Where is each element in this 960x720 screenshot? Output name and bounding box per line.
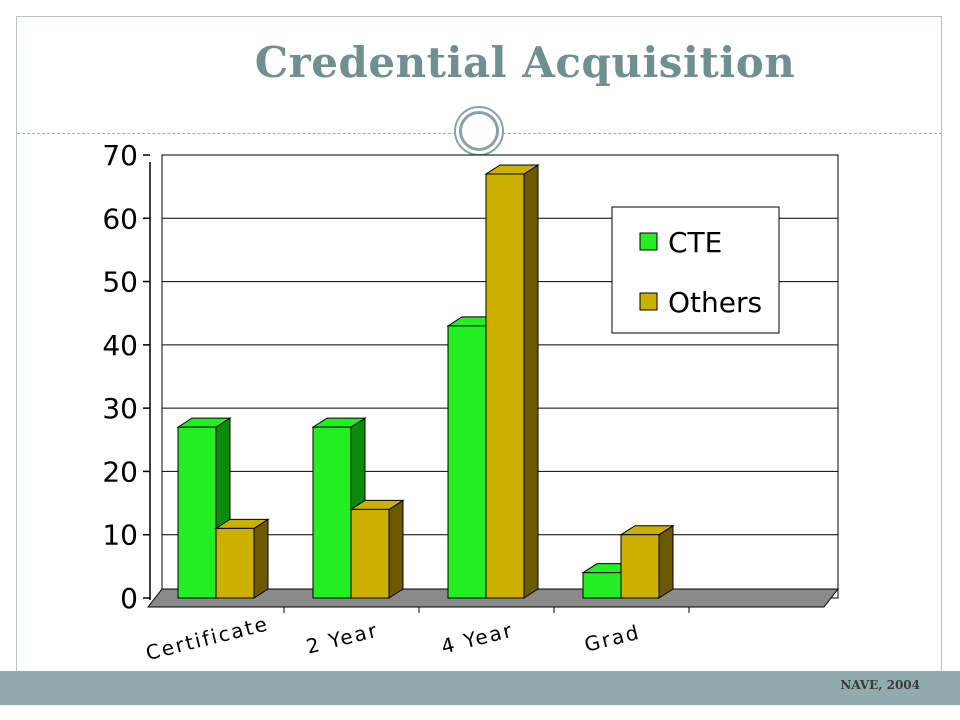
bar-others-side	[253, 518, 269, 599]
y-tick-label: 0	[120, 582, 138, 615]
legend-label-others: Others	[668, 286, 762, 319]
bar-cte	[177, 426, 217, 599]
bar-cte	[582, 572, 622, 599]
bar-others	[620, 534, 660, 599]
bar-others-side	[658, 524, 674, 599]
legend-label-cte: CTE	[668, 226, 722, 259]
x-tick-label: Certificate	[143, 611, 271, 665]
x-tick-label: 4 Year	[439, 618, 516, 659]
x-tick-label: Grad	[582, 620, 643, 657]
bar-others-side	[523, 164, 539, 599]
bar-others	[215, 527, 255, 599]
y-tick-label: 10	[102, 519, 138, 552]
y-tick-label: 30	[102, 392, 138, 425]
footer-bar	[0, 671, 960, 705]
legend-box	[611, 206, 780, 334]
legend-swatch-others	[639, 292, 658, 311]
bar-cte	[447, 325, 487, 599]
y-tick-label: 50	[102, 266, 138, 299]
bar-others-side	[388, 499, 404, 599]
y-tick-label: 40	[102, 329, 138, 362]
bar-others	[350, 508, 390, 599]
ring-ornament-inner	[459, 111, 499, 151]
bar-others	[485, 173, 525, 599]
legend-swatch-cte	[639, 232, 658, 251]
footer-source: NAVE, 2004	[840, 678, 920, 692]
y-tick-label: 60	[102, 202, 138, 235]
y-tick-label: 70	[102, 139, 138, 172]
x-tick-label: 2 Year	[304, 618, 381, 659]
y-tick-label: 20	[102, 455, 138, 488]
slide-title: Credential Acquisition	[254, 38, 796, 87]
bar-cte	[312, 426, 352, 599]
